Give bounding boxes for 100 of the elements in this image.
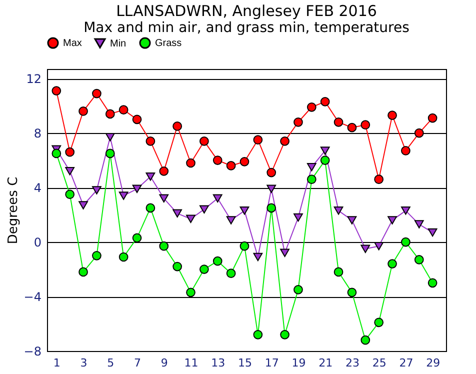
point <box>159 241 169 251</box>
point <box>306 174 316 184</box>
point <box>146 172 156 181</box>
point <box>253 330 263 340</box>
point <box>320 97 330 106</box>
point <box>105 109 115 119</box>
x-tick-label: 27 <box>399 356 414 370</box>
point <box>388 216 397 224</box>
point <box>200 264 209 274</box>
point <box>334 117 344 127</box>
legend-label: Grass <box>155 38 182 49</box>
point <box>240 206 250 215</box>
point <box>105 132 115 142</box>
point <box>118 192 128 200</box>
point <box>360 244 370 253</box>
point <box>320 146 330 155</box>
point <box>374 174 384 184</box>
point <box>401 146 410 156</box>
point <box>401 237 410 247</box>
x-tick-label: 21 <box>318 356 333 370</box>
point <box>253 135 263 145</box>
y-tick-label: −8 <box>24 344 42 358</box>
legend-label: Max <box>63 38 82 49</box>
point <box>186 288 196 298</box>
x-tick-label: 17 <box>264 356 279 370</box>
point <box>334 267 344 277</box>
point <box>347 122 357 132</box>
point <box>200 205 209 214</box>
point <box>172 122 182 131</box>
point <box>388 110 397 120</box>
point <box>118 252 128 262</box>
point <box>240 156 250 166</box>
point <box>159 194 169 203</box>
point <box>414 255 424 264</box>
point <box>428 228 438 237</box>
chart-title: LLANSADWRN, Anglesey FEB 2016 <box>116 2 377 20</box>
x-tick-label: 9 <box>160 356 168 370</box>
point <box>374 318 384 328</box>
point <box>52 86 62 96</box>
point <box>92 250 102 260</box>
point <box>92 186 102 194</box>
point <box>414 220 424 228</box>
point <box>186 214 196 223</box>
point <box>52 148 62 158</box>
point <box>226 268 236 278</box>
point <box>428 278 438 288</box>
point <box>266 184 276 194</box>
point <box>414 128 424 138</box>
point <box>146 203 156 213</box>
point <box>334 206 344 215</box>
point <box>65 147 75 157</box>
point <box>428 113 438 123</box>
x-tick-label: 25 <box>372 356 386 370</box>
point <box>65 190 75 200</box>
point <box>360 120 370 130</box>
chart-subtitle: Max and min air, and grass min, temperatures <box>84 20 410 36</box>
point <box>78 201 88 210</box>
x-tick-label: 23 <box>345 356 360 370</box>
point <box>360 335 370 345</box>
point <box>132 114 142 124</box>
point <box>172 262 182 272</box>
x-tick-label: 29 <box>426 356 440 370</box>
x-tick-label: 3 <box>80 356 88 370</box>
point <box>78 267 88 277</box>
x-tick-label: 11 <box>184 356 198 370</box>
point <box>266 203 276 213</box>
point <box>253 252 263 262</box>
legend-label: Min <box>110 38 126 50</box>
point <box>240 241 250 251</box>
point <box>200 136 209 146</box>
x-tick-label: 5 <box>107 356 114 370</box>
x-tick-label: 1 <box>53 356 60 370</box>
point <box>401 206 410 215</box>
point <box>105 148 115 158</box>
point <box>118 105 128 115</box>
point <box>306 102 316 112</box>
point <box>132 184 142 194</box>
point <box>159 166 169 176</box>
y-tick-label: 0 <box>34 236 42 250</box>
point <box>212 156 222 165</box>
y-tick-label: 8 <box>34 126 42 141</box>
point <box>294 213 303 222</box>
point <box>146 136 156 146</box>
point <box>266 168 276 178</box>
point <box>78 106 88 116</box>
point <box>347 216 357 224</box>
point <box>306 162 316 172</box>
point <box>320 156 330 165</box>
x-tick-label: 19 <box>292 356 306 370</box>
point <box>92 88 102 98</box>
point <box>294 117 303 127</box>
point <box>280 248 290 258</box>
point <box>132 233 142 243</box>
point <box>65 167 75 176</box>
point <box>388 259 397 268</box>
point <box>294 285 303 294</box>
point <box>212 194 222 203</box>
point <box>347 288 357 298</box>
point <box>226 161 236 170</box>
y-tick-label: 4 <box>34 181 42 196</box>
